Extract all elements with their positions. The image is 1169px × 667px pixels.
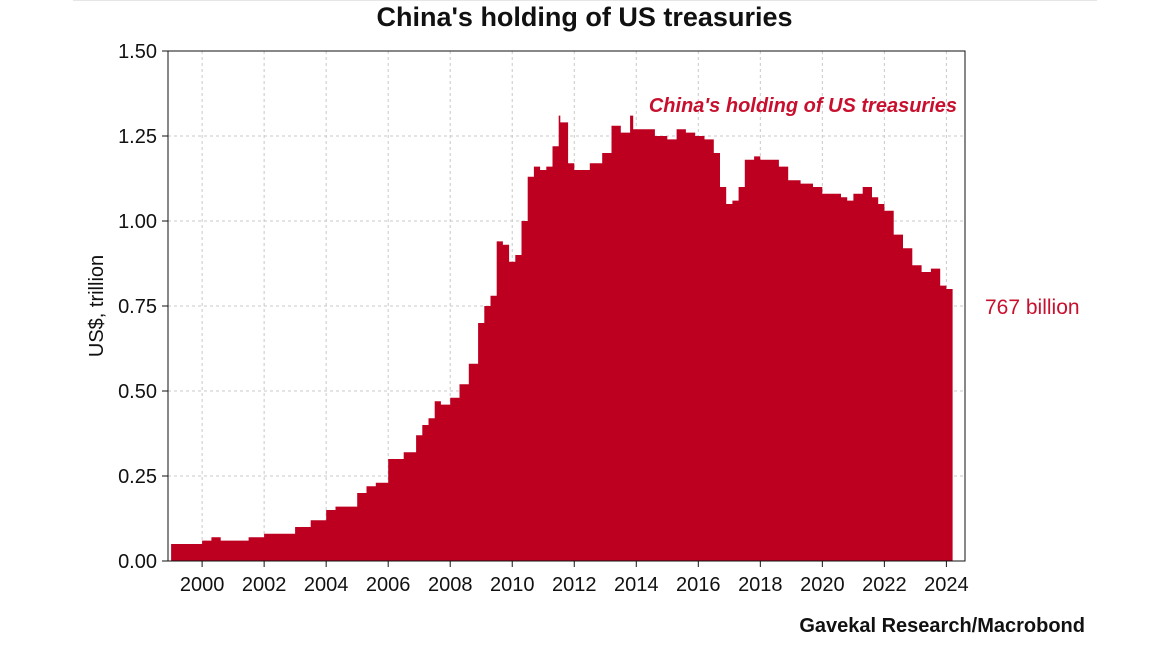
y-tick-label: 0.75 xyxy=(118,296,157,318)
y-axis-ticks: 0.00 0.25 0.50 0.75 1.00 1.25 1.50 xyxy=(118,41,168,573)
x-tick-label: 2004 xyxy=(304,574,349,596)
source-credit: Gavekal Research/Macrobond xyxy=(799,615,1085,637)
chart-title: China's holding of US treasuries xyxy=(376,2,793,32)
y-tick-label: 1.25 xyxy=(118,126,157,148)
x-tick-label: 2024 xyxy=(924,574,969,596)
x-tick-label: 2016 xyxy=(676,574,721,596)
x-tick-label: 2000 xyxy=(180,574,225,596)
y-tick-label: 0.25 xyxy=(118,466,157,488)
x-axis-ticks: 2000 2002 2004 2006 2008 2010 2012 2014 2016 2018… xyxy=(180,561,969,596)
y-tick-label: 0.50 xyxy=(118,381,157,403)
x-tick-label: 2022 xyxy=(862,574,907,596)
x-tick-label: 2018 xyxy=(738,574,783,596)
x-tick-label: 2012 xyxy=(552,574,597,596)
y-axis-label: US$, trillion xyxy=(86,255,108,357)
y-tick-label: 0.00 xyxy=(118,551,157,573)
y-tick-label: 1.50 xyxy=(118,41,157,63)
top-divider-line xyxy=(73,0,1097,1)
treasury-holdings-area xyxy=(171,115,953,561)
x-tick-label: 2014 xyxy=(614,574,659,596)
series-legend-label: China's holding of US treasuries xyxy=(649,95,957,117)
y-tick-label: 1.00 xyxy=(118,211,157,233)
x-tick-label: 2006 xyxy=(366,574,411,596)
last-value-annotation: 767 billion xyxy=(985,296,1080,319)
x-tick-label: 2020 xyxy=(800,574,845,596)
x-tick-label: 2002 xyxy=(242,574,287,596)
x-tick-label: 2010 xyxy=(490,574,535,596)
x-tick-label: 2008 xyxy=(428,574,473,596)
